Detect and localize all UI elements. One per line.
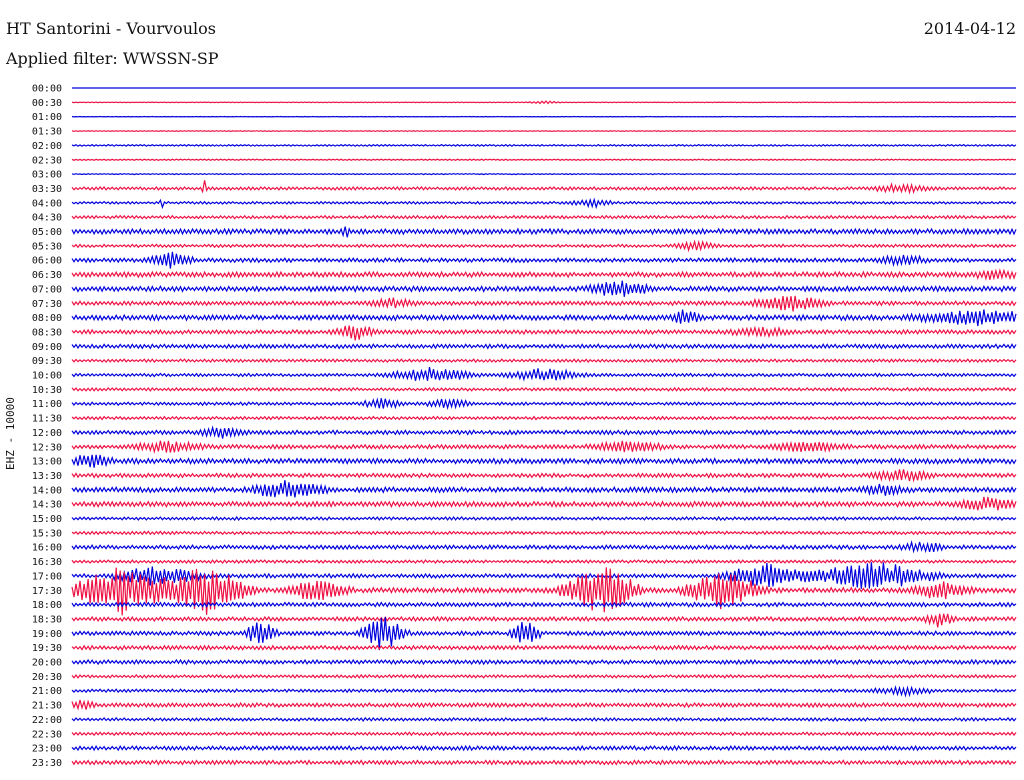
trace-line: [72, 700, 1016, 710]
tick-label: 18:00: [32, 600, 62, 611]
tick-label: 11:00: [32, 399, 62, 410]
trace-line: [72, 517, 1016, 520]
tick-label: 23:00: [32, 744, 62, 755]
tick-label: 06:00: [32, 256, 62, 267]
trace-line: [72, 746, 1016, 750]
tick-label: 17:30: [32, 586, 62, 597]
trace-line: [72, 761, 1016, 765]
tick-label: 18:30: [32, 614, 62, 625]
tick-label: 09:30: [32, 356, 62, 367]
trace-line: [72, 200, 1016, 208]
tick-label: 11:30: [32, 414, 62, 425]
trace-line: [72, 718, 1016, 721]
trace-line: [72, 614, 1016, 628]
trace-line: [72, 660, 1016, 664]
tick-label: 05:30: [32, 241, 62, 252]
tick-label: 03:00: [32, 170, 62, 181]
trace-line: [72, 497, 1016, 510]
trace-line: [72, 367, 1016, 381]
trace-line: [72, 603, 1016, 607]
tick-label: 23:30: [32, 758, 62, 769]
trace-line: [72, 480, 1016, 497]
tick-label: 07:30: [32, 299, 62, 310]
trace-line: [72, 359, 1016, 362]
trace-line: [72, 441, 1016, 453]
tick-label: 07:00: [32, 284, 62, 295]
tick-label: 00:00: [32, 84, 62, 95]
trace-line: [72, 227, 1016, 238]
trace-line: [72, 174, 1016, 175]
tick-label: 10:00: [32, 371, 62, 382]
trace-line: [72, 296, 1016, 312]
trace-line: [72, 675, 1016, 678]
tick-label: 00:30: [32, 98, 62, 109]
tick-label: 15:00: [32, 514, 62, 525]
trace-line: [72, 216, 1016, 219]
tick-label: 05:00: [32, 227, 62, 238]
trace-line: [72, 145, 1016, 147]
trace-line: [72, 646, 1016, 650]
trace-line: [72, 732, 1016, 735]
tick-label: 01:30: [32, 127, 62, 138]
tick-label: 15:30: [32, 528, 62, 539]
trace-line: [72, 131, 1016, 132]
tick-label: 14:30: [32, 500, 62, 511]
tick-label: 20:00: [32, 658, 62, 669]
trace-line: [72, 687, 1016, 695]
trace-line: [72, 281, 1016, 297]
tick-label: 12:00: [32, 428, 62, 439]
tick-label: 12:30: [32, 442, 62, 453]
tick-label: 08:30: [32, 327, 62, 338]
trace-line: [72, 417, 1016, 420]
trace-line: [72, 469, 1016, 481]
trace-line: [72, 531, 1016, 534]
tick-label: 19:30: [32, 643, 62, 654]
tick-label: 16:00: [32, 543, 62, 554]
trace-line: [72, 344, 1016, 348]
tick-label: 16:30: [32, 557, 62, 568]
tick-label: 04:30: [32, 213, 62, 224]
tick-label: 02:00: [32, 141, 62, 152]
trace-line: [72, 542, 1016, 552]
trace-line: [72, 455, 1016, 468]
tick-label: 10:30: [32, 385, 62, 396]
trace-line: [72, 428, 1016, 439]
trace-line: [72, 270, 1016, 279]
trace-line: [72, 398, 1016, 408]
tick-label: 19:00: [32, 629, 62, 640]
tick-label: 01:00: [32, 112, 62, 123]
tick-label: 21:00: [32, 686, 62, 697]
tick-label: 08:00: [32, 313, 62, 324]
tick-label: 20:30: [32, 672, 62, 683]
tick-label: 21:30: [32, 701, 62, 712]
tick-label: 09:00: [32, 342, 62, 353]
tick-label: 04:00: [32, 198, 62, 209]
trace-line: [72, 159, 1016, 160]
tick-label: 22:00: [32, 715, 62, 726]
trace-line: [72, 617, 1016, 650]
tick-label: 03:30: [32, 184, 62, 195]
tick-label: 02:30: [32, 155, 62, 166]
trace-line: [72, 326, 1016, 341]
trace-line: [72, 310, 1016, 327]
trace-line: [72, 388, 1016, 391]
tick-label: 14:00: [32, 485, 62, 496]
tick-label: 13:30: [32, 471, 62, 482]
trace-line: [72, 180, 1016, 192]
trace-line: [72, 560, 1016, 563]
tick-label: 22:30: [32, 729, 62, 740]
tick-label: 17:00: [32, 571, 62, 582]
tick-label: 06:30: [32, 270, 62, 281]
trace-line: [72, 252, 1016, 269]
trace-line: [72, 242, 1016, 250]
tick-label: 13:00: [32, 457, 62, 468]
trace-line: [72, 101, 1016, 104]
